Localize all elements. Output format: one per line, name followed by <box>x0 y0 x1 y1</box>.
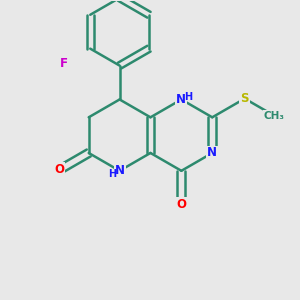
Text: S: S <box>240 92 249 105</box>
Text: O: O <box>54 164 64 176</box>
Text: H: H <box>108 169 116 179</box>
Text: N: N <box>176 93 186 106</box>
Text: N: N <box>115 164 124 177</box>
Text: F: F <box>60 57 68 70</box>
Text: N: N <box>207 146 217 160</box>
Text: CH₃: CH₃ <box>263 110 284 121</box>
Text: O: O <box>176 198 186 211</box>
Text: H: H <box>184 92 193 102</box>
